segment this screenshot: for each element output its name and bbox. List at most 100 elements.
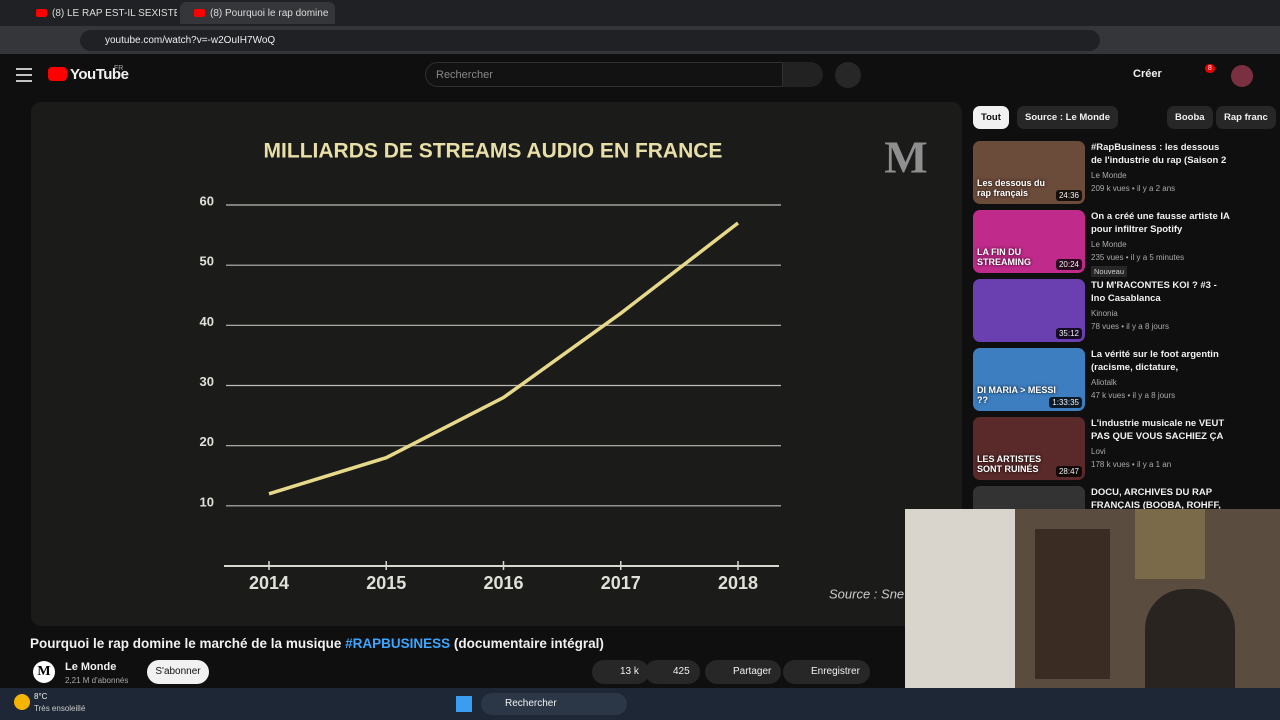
tab-strip: (8) LE RAP EST-IL SEXISTE ? (4 P (8) Pou… [0,0,1280,26]
save-button[interactable]: Enregistrer [783,660,870,684]
filter-chip[interactable]: Booba [1167,106,1213,129]
channel-name: Lovi [1091,447,1106,456]
search-box[interactable]: Rechercher [425,62,783,87]
notification-count[interactable]: 8 [1205,64,1215,73]
video-logo: M [884,132,927,183]
region: FR [114,65,124,72]
weather: Très ensoleillé [34,704,86,713]
chart-title: MILLIARDS DE STREAMS AUDIO EN FRANCE [264,140,723,163]
channel-name: Le Monde [1091,171,1127,180]
filter-chip[interactable]: Tout [973,106,1009,129]
chart: MILLIARDS DE STREAMS AUDIO EN FRANCE M S… [200,132,928,602]
view-meta: 178 k vues • il y a 1 an [1091,460,1172,469]
webcam-overlay [905,509,1280,688]
video-card[interactable]: 35:12 TU M'RACONTES KOI ? #3 - Ino Casabl… [973,279,1243,343]
share-button[interactable]: Partager [705,660,782,684]
duration: 35:12 [1055,328,1082,339]
video-title: On a créé une fausse artiste IA pour inf… [1091,211,1230,235]
search-button[interactable] [783,62,823,87]
thumbnail-text: Les dessous du rap français [977,178,1046,198]
person [1145,589,1235,688]
thumbnail: DI MARIA > MESSI ?? 1:33:35 [973,348,1085,411]
share-label: Partager [733,666,772,677]
video-card[interactable]: LA FIN DU STREAMING 20:24 On a créé une fa… [973,210,1243,277]
taskbar [0,688,1280,720]
thumbnail: LA FIN DU STREAMING 20:24 [973,210,1085,273]
filter-chip[interactable]: Rap franc [1216,106,1276,129]
video-title: Pourquoi le rap domine le marché de la m… [30,636,604,651]
data-line [268,221,740,496]
channel-name: Kinonia [1091,309,1118,318]
y-tick-label: 50 [200,254,214,269]
view-meta: 47 k vues • il y a 8 jours [1091,391,1176,400]
tab[interactable]: (8) LE RAP EST-IL SEXISTE ? (4 P [22,2,177,24]
y-tick-label: 60 [200,193,214,208]
view-meta: 209 k vues • il y a 2 ans [1091,184,1176,193]
create-button[interactable]: Créer [1133,68,1162,80]
mic-button[interactable] [835,62,861,88]
thumbnail-text: LES ARTISTES SONT RUINÉS [977,454,1042,474]
video-card[interactable]: Les dessous du rap français 24:36 #RapBusi… [973,141,1243,205]
start-button[interactable] [456,696,472,712]
video-player[interactable]: MILLIARDS DE STREAMS AUDIO EN FRANCE M S… [31,102,962,626]
tab-title: (8) Pourquoi le rap domine [210,8,329,19]
dislike-button[interactable]: 425 [645,660,700,684]
filter-chip[interactable]: Source : Le Monde [1017,106,1118,129]
poster [1135,509,1205,579]
duration: 28:47 [1055,466,1082,477]
like-button[interactable]: 13 k [592,660,649,684]
temperature: 8°C [34,692,48,701]
y-tick-label: 30 [200,374,214,389]
x-tick-label: 2014 [249,573,289,593]
video-card[interactable]: LES ARTISTES SONT RUINÉS 28:47 L'industrie… [973,417,1243,481]
x-tick-label: 2018 [718,573,758,593]
view-meta: 78 vues • il y a 8 jours [1091,322,1169,331]
weather-icon [14,694,30,710]
thumbnail-text: DI MARIA > MESSI ?? [977,385,1056,405]
window [905,509,1015,688]
channel-name: Aliotalk [1091,378,1117,387]
thumbnail: LES ARTISTES SONT RUINÉS 28:47 [973,417,1085,480]
account-avatar[interactable] [1231,65,1253,87]
view-meta: 235 vues • il y a 5 minutes [1091,253,1185,262]
shelf [1035,529,1110,679]
title-text: Pourquoi le rap domine le marché de la m… [30,636,342,651]
y-tick-label: 40 [200,314,214,329]
duration: 24:36 [1055,190,1082,201]
tab-title: (8) LE RAP EST-IL SEXISTE ? (4 P [52,8,177,19]
thumbnail-text: LA FIN DU STREAMING [977,247,1031,267]
duration: 20:24 [1055,259,1082,270]
video-title: TU M'RACONTES KOI ? #3 - Ino Casablanca [1091,280,1217,304]
hashtag[interactable]: #RAPBUSINESS [345,636,451,651]
video-title: DOCU, ARCHIVES DU RAP FRANÇAIS (BOOBA, R… [1091,487,1221,511]
video-title: #RapBusiness : les dessous de l'industri… [1091,142,1227,166]
y-tick-label: 20 [200,434,214,449]
x-tick-label: 2017 [601,573,641,593]
title-text: (documentaire intégral) [453,636,604,651]
video-title: La vérité sur le foot argentin (racisme,… [1091,349,1219,373]
duration: 1:33:35 [1049,397,1082,408]
save-label: Enregistrer [811,666,860,677]
channel-name[interactable]: Le Monde [65,661,117,673]
video-title: L'industrie musicale ne VEUT PAS QUE VOU… [1091,418,1225,442]
address-bar[interactable]: youtube.com/watch?v=-w2OuIH7WoQ [80,30,1100,51]
y-tick-label: 10 [200,494,214,509]
taskbar-search[interactable]: Rechercher [481,693,627,715]
like-count: 13 k [620,666,639,677]
channel-name: Le Monde [1091,240,1127,249]
youtube-logo[interactable]: YouTube [48,66,129,83]
x-tick-label: 2016 [483,573,523,593]
menu-icon[interactable] [16,68,32,82]
badge: Nouveau [1091,266,1128,277]
source-note: Source : Sne [829,586,904,601]
channel-avatar[interactable]: M [33,661,55,683]
dislike-count: 425 [673,666,690,677]
thumbnail: 35:12 [973,279,1085,342]
subscribe-button[interactable]: S'abonner [147,660,209,684]
subscriber-count: 2,21 M d'abonnés [65,676,129,685]
tab[interactable]: (8) Pourquoi le rap domine [180,2,335,24]
thumbnail: Les dessous du rap français 24:36 [973,141,1085,204]
video-card[interactable]: DI MARIA > MESSI ?? 1:33:35 La vérité sur … [973,348,1243,412]
